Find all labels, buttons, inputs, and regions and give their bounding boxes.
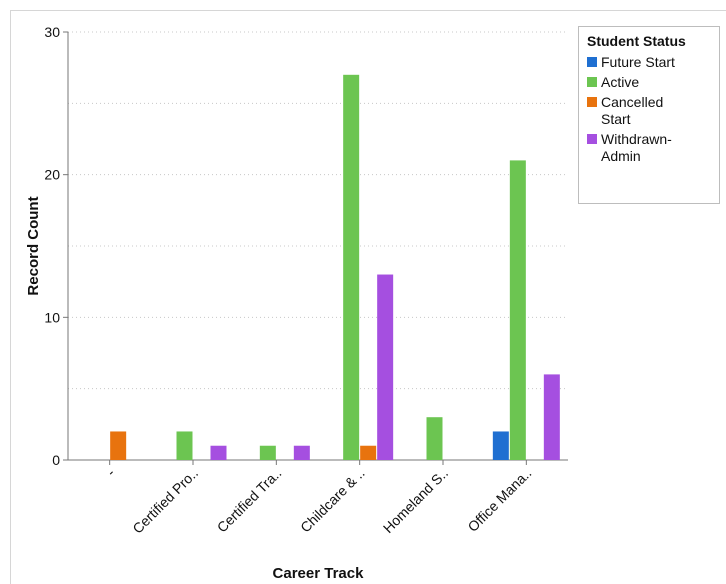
bar	[176, 431, 193, 460]
legend-label: Withdrawn-Admin	[601, 131, 672, 164]
bar	[492, 431, 509, 460]
legend-swatch	[587, 57, 597, 67]
legend-item-cancelled-start[interactable]: Cancelled Start	[587, 94, 711, 128]
x-tick-label: -	[103, 465, 118, 480]
legend-item-future-start[interactable]: Future Start	[587, 54, 711, 71]
legend-item-withdrawn-admin[interactable]: Withdrawn-Admin	[587, 131, 711, 165]
legend-swatch	[587, 134, 597, 144]
bar	[360, 445, 377, 460]
x-axis-title: Career Track	[273, 565, 365, 582]
legend-label: Future Start	[601, 54, 675, 70]
legend-label: Cancelled Start	[601, 94, 664, 127]
bar	[377, 274, 394, 460]
y-tick-label: 10	[44, 309, 60, 325]
x-tick-label: Homeland S..	[380, 465, 451, 536]
x-tick-label: Childcare & ..	[297, 465, 368, 536]
y-tick-label: 30	[44, 24, 60, 40]
legend-label: Active	[601, 74, 640, 90]
legend: Student Status Future Start Active Cance…	[578, 26, 720, 204]
bar	[343, 74, 360, 461]
legend-swatch	[587, 97, 597, 107]
x-tick-label: Certified Pro..	[129, 465, 201, 537]
y-tick-label: 0	[52, 452, 60, 468]
bar	[110, 431, 127, 460]
bar	[210, 445, 227, 460]
y-tick-label: 20	[44, 167, 60, 183]
legend-title: Student Status	[587, 33, 686, 49]
x-tick-label: Certified Tra..	[214, 465, 285, 536]
x-tick-label: Office Mana..	[464, 465, 534, 535]
bar	[259, 445, 276, 460]
bar	[426, 417, 443, 460]
legend-item-active[interactable]: Active	[587, 74, 711, 91]
legend-swatch	[587, 77, 597, 87]
bar	[543, 374, 560, 460]
y-axis-title: Record Count	[25, 196, 42, 295]
bar	[293, 445, 310, 460]
bar	[509, 160, 526, 460]
